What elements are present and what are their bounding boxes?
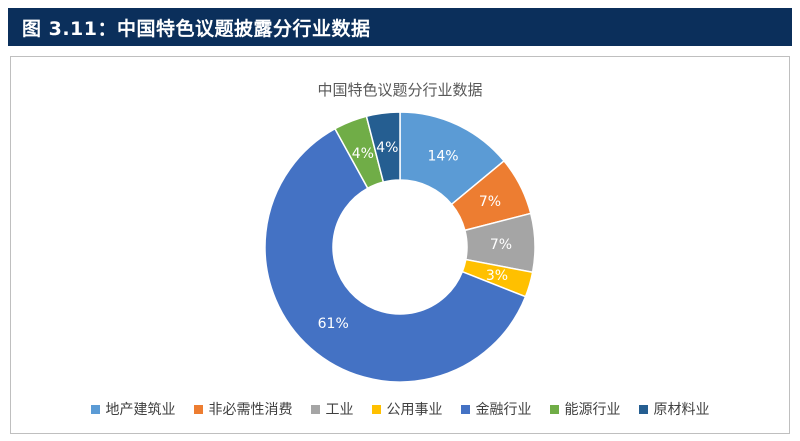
- legend-swatch-5: [549, 404, 559, 414]
- donut-chart: 14% 7% 7% 3% 61% 4% 4%: [264, 111, 536, 383]
- legend-swatch-2: [310, 404, 320, 414]
- slice-4: [264, 127, 527, 383]
- legend-label-6: 原材料业: [653, 402, 710, 418]
- legend-label-5: 能源行业: [564, 402, 621, 418]
- legend-item-2: 工业: [310, 399, 354, 419]
- legend-item-1: 非必需性消费: [193, 399, 293, 419]
- slice-label-1: 7%: [479, 194, 501, 210]
- legend-label-3: 公用事业: [386, 402, 443, 418]
- figure-title: 中国特色议题披露分行业数据: [117, 17, 371, 40]
- figure-header: 图 3.11： 中国特色议题披露分行业数据: [8, 8, 792, 46]
- slice-label-2: 7%: [490, 237, 512, 253]
- legend-swatch-0: [90, 404, 100, 414]
- figure-label: 图 3.11：: [22, 17, 117, 40]
- legend-item-4: 金融行业: [460, 399, 532, 419]
- chart-legend: 地产建筑业 非必需性消费 工业 公用事业 金融行业 能源行业 原材料业: [11, 399, 789, 419]
- legend-label-4: 金融行业: [475, 402, 532, 418]
- legend-item-6: 原材料业: [638, 399, 710, 419]
- chart-frame: 中国特色议题分行业数据 14% 7% 7% 3% 61% 4% 4% 地产建筑业 非必需性消费…: [10, 56, 790, 434]
- legend-swatch-1: [193, 404, 203, 414]
- legend-swatch-3: [371, 404, 381, 414]
- legend-label-0: 地产建筑业: [105, 402, 176, 418]
- legend-swatch-4: [460, 404, 470, 414]
- slice-label-6: 4%: [376, 140, 398, 156]
- slice-label-3: 3%: [486, 268, 508, 284]
- chart-title: 中国特色议题分行业数据: [317, 81, 483, 99]
- legend-item-5: 能源行业: [549, 399, 621, 419]
- legend-swatch-6: [638, 404, 648, 414]
- slice-label-0: 14%: [427, 149, 458, 165]
- legend-item-0: 地产建筑业: [90, 399, 176, 419]
- slice-6: [365, 111, 401, 184]
- legend-label-1: 非必需性消费: [208, 402, 293, 418]
- slice-label-4: 61%: [318, 316, 349, 332]
- legend-item-3: 公用事业: [371, 399, 443, 419]
- legend-label-2: 工业: [325, 402, 354, 418]
- slice-label-5: 4%: [352, 146, 374, 162]
